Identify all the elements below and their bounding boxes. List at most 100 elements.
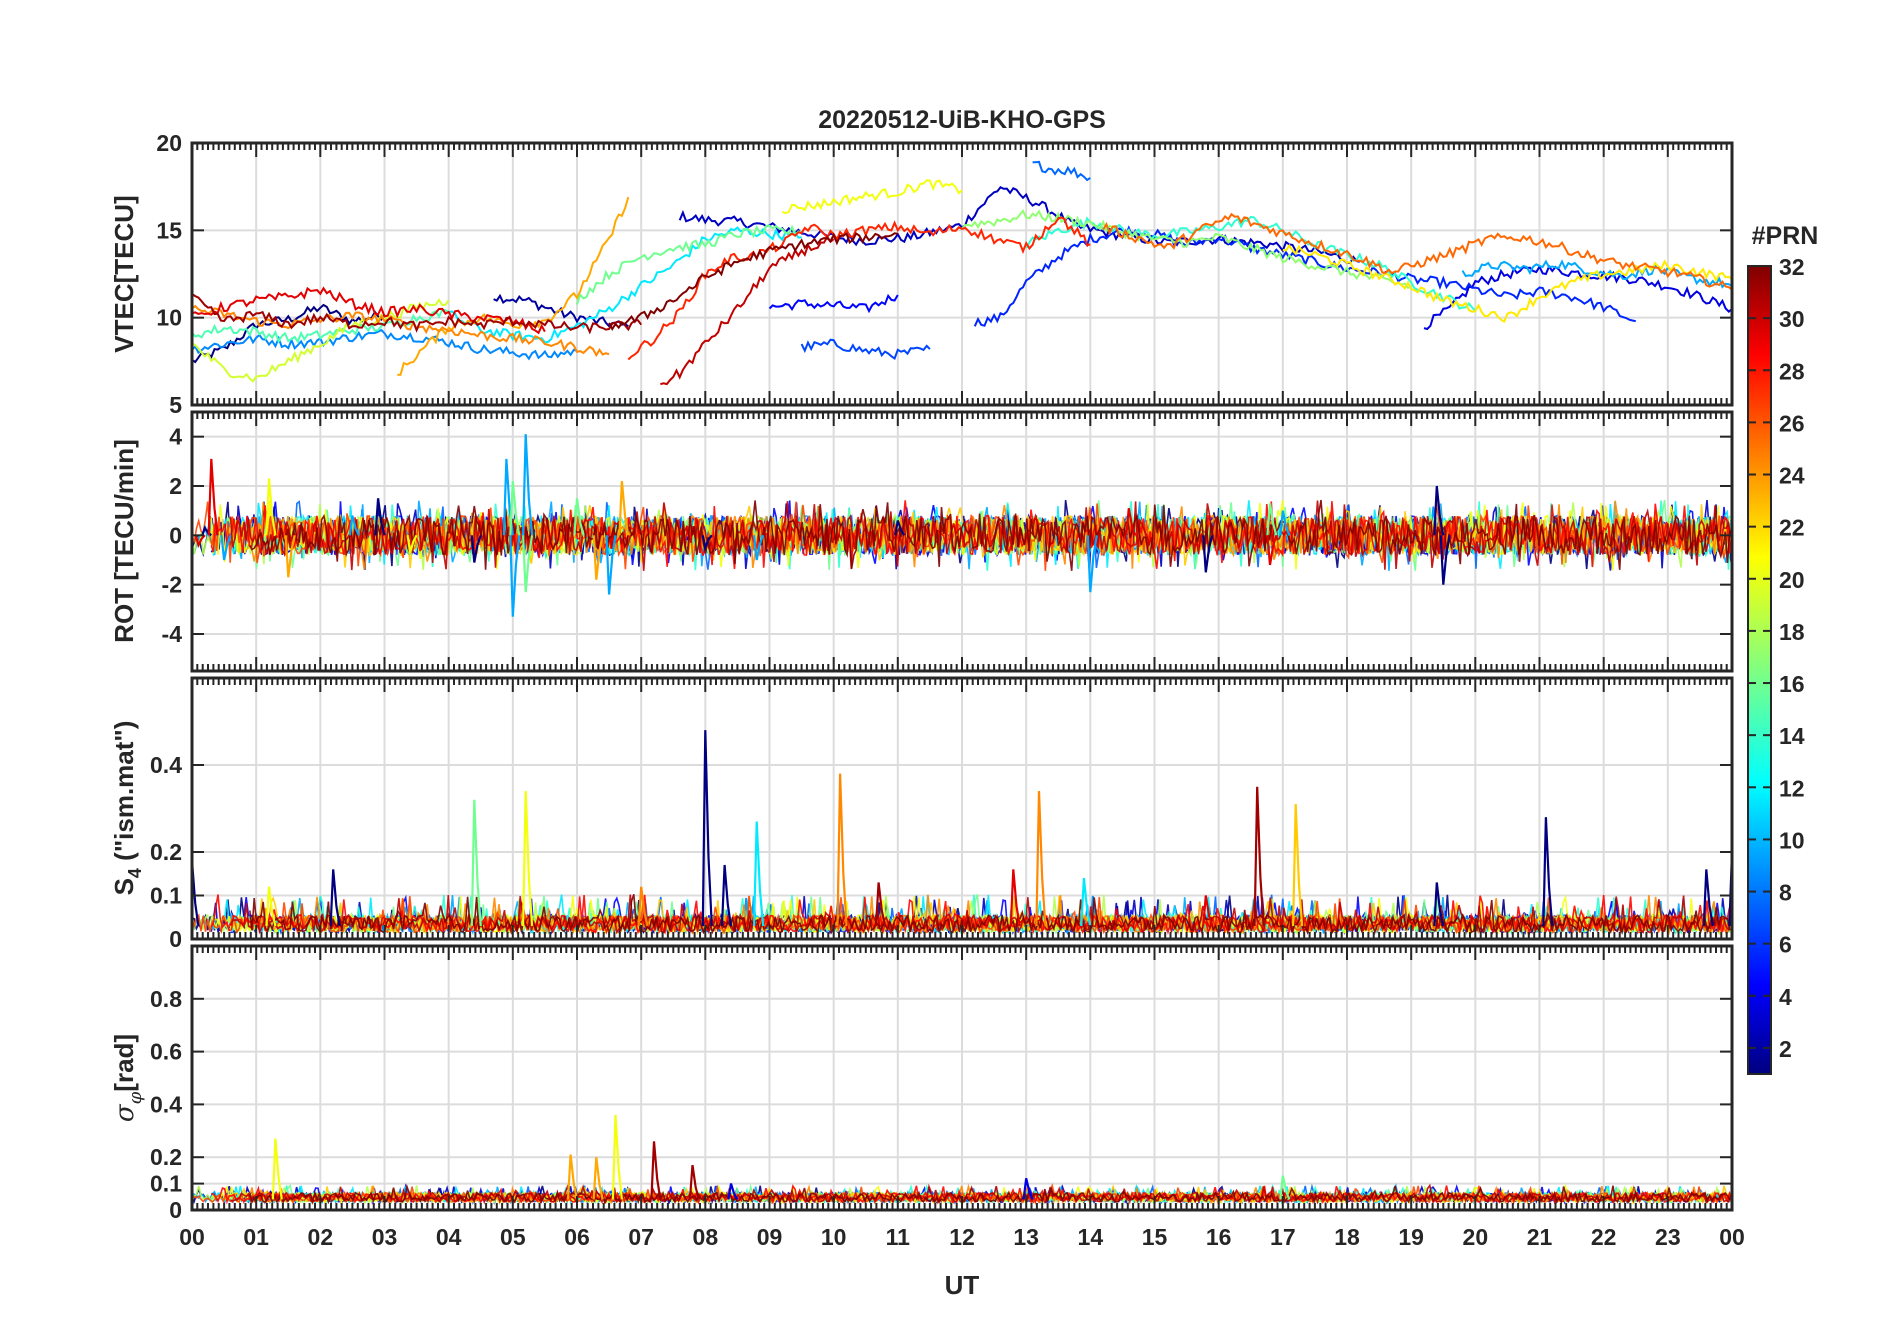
y-tick-label: 10	[156, 305, 182, 331]
y-axis-label-sigma_phi: σφ[rad]	[109, 1034, 146, 1122]
s4-spike-prn-16	[470, 799, 482, 927]
x-axis-label: UT	[945, 1270, 980, 1300]
sigma_phi-trace-prn-28	[210, 1184, 1732, 1205]
rot-spike-prn-10	[1086, 535, 1098, 593]
vtec-trace-prn-5	[768, 293, 899, 314]
colorbar-tick-label: 30	[1779, 306, 1805, 332]
rot-spike-prn-29	[194, 534, 206, 549]
s4-spike-prn-20	[522, 791, 534, 927]
x-tick-label: 14	[1078, 1224, 1104, 1250]
figure-title: 20220512-UiB-KHO-GPS	[818, 106, 1106, 134]
y-tick-label: 0.4	[150, 1091, 182, 1117]
colorbar-tick-label: 20	[1779, 567, 1805, 593]
sigma_phi-spike-prn-23	[592, 1157, 604, 1200]
sigma_phi-spike-prn-20	[611, 1114, 623, 1200]
colorbar-tick-label: 32	[1779, 254, 1805, 280]
rot-spike-prn-1	[1202, 535, 1214, 573]
rot-spike-prn-1	[470, 534, 482, 563]
x-tick-label: 23	[1655, 1224, 1681, 1250]
panel-vtec: 5 10 15 20 VTEC[TECU]	[109, 130, 1734, 418]
s4-spike-prn-24	[1035, 791, 1047, 927]
rot-spike-prn-16	[1266, 503, 1278, 536]
rot-spike-prn-29	[1125, 508, 1137, 536]
rot-spike-prn-23	[618, 481, 630, 536]
y-tick-label: 0.2	[150, 839, 182, 865]
y-axis-label-vtec: VTEC[TECU]	[109, 195, 139, 352]
y-tick-label: 0.2	[150, 1144, 182, 1170]
s4-spike-prn-1	[329, 869, 341, 927]
rot-spike-prn-1	[1433, 485, 1445, 536]
colorbar-tick-label: 26	[1779, 410, 1805, 436]
rot-spike-prn-1	[701, 534, 713, 552]
sigma_phi-spike-prn-4	[1022, 1178, 1034, 1200]
y-tick-label: 0.8	[150, 986, 182, 1012]
sigma_phi-trace-prn-32	[249, 1183, 1731, 1206]
sigma_phi-spike-prn-16	[1279, 1175, 1291, 1200]
y-tick-label: -4	[162, 621, 183, 647]
x-ticks-sigma_phi	[191, 946, 1733, 1210]
s4-spike-prn-29	[1202, 895, 1214, 927]
colorbar-title: #PRN	[1752, 222, 1819, 250]
vtec-trace-prn-9	[192, 328, 578, 361]
x-tick-label: 20	[1463, 1224, 1489, 1250]
rot-spike-prn-10	[1279, 510, 1291, 536]
x-tick-label: 16	[1206, 1224, 1232, 1250]
x-tick-label: 04	[436, 1224, 462, 1250]
vtec-trace-prn-21	[1282, 243, 1732, 324]
vtec-trace-prn-24	[192, 304, 610, 358]
rot-spike-prn-20	[406, 534, 418, 553]
y-tick-label: 0	[169, 1197, 182, 1223]
s4-spike-prn-29	[1009, 869, 1021, 927]
y-tick-label: 0	[169, 522, 182, 548]
x-tick-label: 22	[1591, 1224, 1617, 1250]
vtec-trace-prn-20	[781, 179, 963, 215]
s4-spike-prn-31	[874, 882, 887, 927]
y-tick-label: 5	[169, 392, 182, 418]
rot-spike-prn-10	[522, 434, 534, 536]
x-tick-label: 05	[500, 1224, 526, 1250]
rot-trace-prn-30	[229, 500, 1732, 571]
rot-spike-prn-16	[522, 535, 534, 593]
sigma_phi-spike-prn-20	[271, 1138, 283, 1200]
panel-sigma_phi: 00.10.2 0.4 0.6 0.8σφ[rad]	[109, 944, 1734, 1223]
rot-spike-prn-23	[592, 535, 604, 580]
s4-spike-prn-1	[720, 864, 733, 927]
s4-spike-prn-12	[753, 821, 765, 927]
vtec-trace-prn-15	[192, 308, 450, 344]
vtec-trace-prn-4	[1423, 264, 1732, 331]
colorbar-tick-label: 18	[1779, 619, 1805, 645]
x-tick-label: 09	[757, 1224, 783, 1250]
x-tick-labels: 00 01 02 03 04 05 06 07 08 09 10 11 12 13 14 15 16 17 18 19…	[179, 1224, 1745, 1250]
y-tick-label: 0.1	[150, 883, 182, 909]
rot-spike-prn-10	[509, 535, 521, 617]
x-tick-label: 02	[308, 1224, 334, 1250]
rot-spike-prn-10	[605, 535, 617, 595]
rot-spike-prn-1	[374, 498, 386, 536]
sigma_phi-spike-prn-23	[566, 1154, 579, 1200]
y-tick-label: 15	[156, 217, 182, 243]
x-ticks-rot	[191, 412, 1733, 671]
x-tick-label: 10	[821, 1224, 847, 1250]
s4-spike-prn-22	[1292, 804, 1304, 927]
colorbar-tick-label: 22	[1779, 515, 1805, 541]
s4-spike-prn-1	[1433, 882, 1445, 927]
x-tick-label: 19	[1398, 1224, 1424, 1250]
y-tick-label: 0	[169, 926, 182, 952]
colorbar-tick-label: 14	[1779, 723, 1805, 749]
panel-s4: 0 0.1 0.2 0.4S4 ("ism.mat")	[109, 676, 1734, 952]
rot-spike-prn-1	[894, 520, 906, 536]
colorbar-tick-label: 2	[1779, 1036, 1792, 1062]
sigma_phi-spike-prn-31	[650, 1141, 662, 1200]
y-axis-label-rot: ROT [TECU/min]	[109, 439, 139, 643]
colorbar-tick-label: 28	[1779, 358, 1805, 384]
x-tick-label: 00	[1719, 1224, 1745, 1250]
rot-spike-prn-23	[284, 535, 296, 578]
series-group-rot	[192, 434, 1732, 617]
s4-spike-prn-1	[192, 860, 200, 927]
x-tick-label: 12	[949, 1224, 975, 1250]
sigma_phi-spike-prn-31	[688, 1164, 700, 1200]
x-tick-label: 03	[372, 1224, 398, 1250]
s4-spike-prn-24	[637, 886, 649, 927]
